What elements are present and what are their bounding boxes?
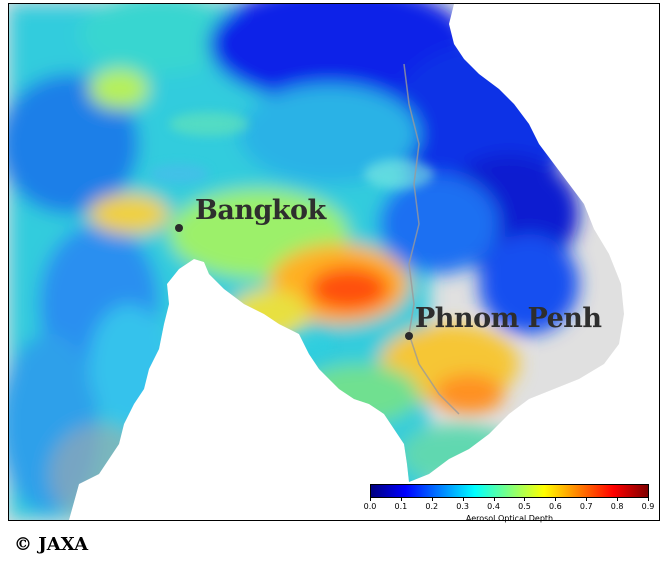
colorbar-tick	[431, 498, 433, 501]
colorbar-tick-label: 0.9	[641, 502, 655, 511]
colorbar-tick	[648, 498, 649, 501]
colorbar-tick-label: 0.2	[425, 502, 439, 511]
colorbar-tick-label: 0.8	[610, 502, 624, 511]
copyright-credit: © JAXA	[14, 534, 89, 555]
aod-map	[8, 3, 660, 521]
colorbar-legend: 0.0 0.1 0.2 0.3 0.4 0.5 0.6 0.7 0.8 0.9 Aerosol O…	[360, 482, 656, 528]
colorbar-tick	[617, 498, 619, 501]
colorbar-tick-label: 0.5	[518, 502, 531, 511]
colorbar-tick-label: 0.3	[456, 502, 470, 511]
bangkok-marker	[175, 224, 183, 232]
city-label-phnom-penh: Phnom Penh	[415, 303, 602, 334]
colorbar-tick	[370, 498, 371, 501]
phnom-penh-marker	[405, 332, 413, 340]
colorbar-tick-label: 0.1	[394, 502, 408, 511]
colorbar	[370, 484, 649, 498]
colorbar-tick	[493, 498, 495, 501]
aod-map-image	[9, 4, 659, 520]
colorbar-tick	[400, 498, 402, 501]
colorbar-tick	[524, 498, 526, 501]
colorbar-tick	[586, 498, 588, 501]
colorbar-tick	[555, 498, 557, 501]
colorbar-tick-label: 0.7	[579, 502, 593, 511]
colorbar-title: Aerosol Optical Depth	[465, 514, 554, 523]
city-label-bangkok: Bangkok	[195, 195, 326, 226]
colorbar-tick-label: 0.6	[548, 502, 562, 511]
colorbar-tick	[462, 498, 464, 501]
colorbar-tick-label: 0.0	[363, 502, 377, 511]
colorbar-tick-label: 0.4	[487, 502, 500, 511]
